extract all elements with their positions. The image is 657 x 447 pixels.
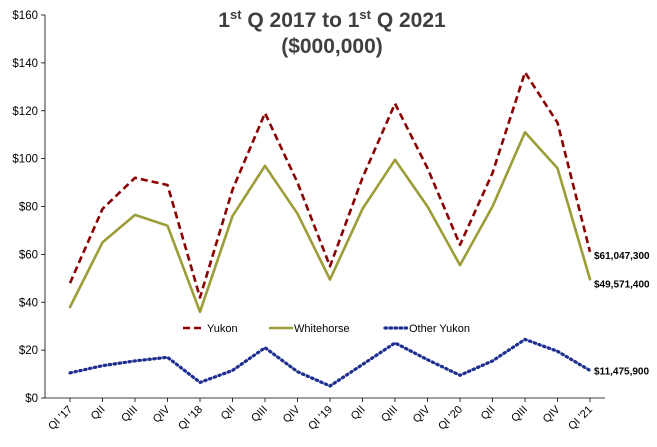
x-tick-label: QIV (281, 403, 303, 425)
y-tick-label: $60 (19, 249, 38, 261)
series-line-yukon (68, 71, 592, 299)
x-tick-label: QI '21 (566, 404, 595, 433)
legend-label: Other Yukon (409, 323, 470, 335)
legend-label: Yukon (207, 323, 238, 335)
x-tick-label: QII (89, 404, 108, 423)
series-line-whitehorse (68, 131, 592, 314)
x-tick-label: QI '20 (436, 404, 465, 433)
legend-label: Whitehorse (294, 323, 350, 335)
y-tick-label: $100 (12, 154, 38, 166)
x-tick-label: QIV (151, 403, 173, 425)
x-axis: QI '17 QII QIII QIV QI '18 QII QIII QIV QI '19 QI… (45, 397, 605, 433)
y-tick-label: $140 (12, 58, 38, 70)
x-tick-label: QII (219, 404, 238, 423)
x-tick-label: QIV (541, 403, 563, 425)
title-line-1: 1st Q 2017 to 1st Q 2021 (218, 7, 446, 32)
x-tick-label: QIII (249, 404, 270, 425)
end-label-other-yukon: $11,475,900 (594, 367, 649, 378)
series-line-other-yukon (68, 337, 592, 388)
y-tick-label: $0 (25, 393, 38, 405)
x-tick-label: QIII (379, 404, 400, 425)
legend: Yukon Whitehorse Other Yukon (183, 323, 470, 335)
series-layer (68, 71, 592, 388)
x-tick-label: QIII (509, 404, 530, 425)
end-label-yukon: $61,047,300 (594, 251, 650, 262)
x-tick-label: QIV (411, 403, 433, 425)
x-tick-label: QII (349, 404, 368, 423)
end-labels: $61,047,300 $49,571,400 $11,475,900 (594, 251, 650, 378)
title-line-2: ($000,000) (281, 35, 383, 58)
y-tick-label: $20 (19, 345, 38, 357)
x-tick-label: QII (479, 404, 498, 423)
x-tick-label: QIII (119, 404, 140, 425)
y-tick-label: $120 (12, 106, 38, 118)
y-tick-label: $40 (19, 297, 38, 309)
x-tick-label: QI '18 (176, 404, 205, 433)
end-label-whitehorse: $49,571,400 (594, 279, 650, 290)
x-tick-label: QI '19 (306, 404, 335, 433)
x-tick-label: QI '17 (46, 404, 75, 433)
y-tick-label: $80 (19, 202, 38, 214)
y-tick-label: $160 (12, 10, 38, 22)
y-axis: $0 $20 $40 $60 $80 $100 $120 $140 $160 (12, 10, 46, 405)
chart-title: 1st Q 2017 to 1st Q 2021 ($000,000) (218, 7, 446, 58)
